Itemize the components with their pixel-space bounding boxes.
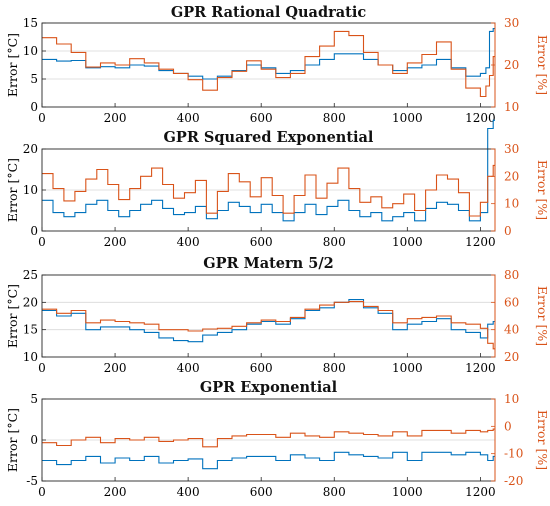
x-tick-label: 200	[104, 111, 127, 125]
chart-panel-1: 0 200 400 600 800 1000 1200 0 5 10 15 10 20 30 GPR Rat…	[5, 4, 550, 125]
y-tick-label-right: 0	[504, 419, 512, 433]
y-tick-label-left: 10	[23, 44, 38, 58]
y-axis-label-left: Error [°C]	[5, 158, 20, 222]
y-axis-label-right: Error [%]	[535, 35, 550, 95]
series-line-error-pct	[42, 428, 495, 448]
y-tick-label-right: 10	[504, 392, 519, 406]
x-tick-label: 800	[323, 361, 346, 375]
x-tick-label: 200	[104, 361, 127, 375]
y-tick-label-right: 20	[504, 58, 519, 72]
y-tick-label-right: 10	[504, 197, 519, 211]
x-tick-label: 800	[323, 111, 346, 125]
chart-title: GPR Matern 5/2	[203, 255, 333, 272]
y-tick-label-left: 10	[23, 350, 38, 364]
y-tick-label-left: 25	[23, 268, 38, 282]
x-tick-label: 0	[38, 111, 46, 125]
series-line-error-pct	[42, 30, 495, 98]
x-tick-label: 400	[177, 361, 200, 375]
x-tick-label: 400	[177, 485, 200, 499]
x-tick-label: 1000	[392, 235, 423, 249]
x-tick-label: 400	[177, 111, 200, 125]
series-line-error-c	[42, 451, 495, 470]
series-line-error-c	[42, 119, 495, 222]
y-tick-label-left: -5	[26, 474, 38, 488]
y-axis-label-left: Error [°C]	[5, 284, 20, 348]
y-tick-label-left: 10	[23, 183, 38, 197]
y-axis-label-left: Error [°C]	[5, 408, 20, 472]
y-tick-label-right: 40	[504, 323, 519, 337]
x-tick-label: 600	[250, 111, 273, 125]
series-line-error-c	[42, 299, 495, 343]
y-tick-label-left: 0	[30, 100, 38, 114]
x-tick-label: 400	[177, 235, 200, 249]
y-axis-label-right: Error [%]	[535, 410, 550, 470]
y-axis-label-right: Error [%]	[535, 160, 550, 220]
y-tick-label-left: 20	[23, 142, 38, 156]
plot-frame	[41, 274, 496, 358]
chart-panel-3: 0 200 400 600 800 1000 1200 10 15 20 25 20 40 60 80 GPR…	[5, 255, 550, 375]
y-tick-label-right: 0	[504, 224, 512, 238]
y-tick-label-right: 20	[504, 350, 519, 364]
x-tick-label: 600	[250, 361, 273, 375]
y-tick-label-left: 0	[30, 433, 38, 447]
y-tick-label-right: 30	[504, 16, 519, 30]
series-line-error-pct	[42, 301, 495, 350]
x-tick-label: 600	[250, 485, 273, 499]
x-tick-label: 0	[38, 485, 46, 499]
x-tick-label: 0	[38, 361, 46, 375]
x-tick-label: 800	[323, 485, 346, 499]
series-line-error-c	[42, 28, 495, 80]
x-tick-label: 1000	[392, 111, 423, 125]
y-axis-label-right: Error [%]	[535, 286, 550, 346]
y-tick-label-right: 20	[504, 169, 519, 183]
x-tick-label: 1000	[392, 485, 423, 499]
y-tick-label-right: 60	[504, 295, 519, 309]
y-axis-label-left: Error [°C]	[5, 33, 20, 97]
y-tick-label-left: 0	[30, 224, 38, 238]
x-tick-label: 1200	[465, 485, 496, 499]
x-tick-label: 1200	[465, 361, 496, 375]
x-tick-label: 600	[250, 235, 273, 249]
chart-title: GPR Rational Quadratic	[171, 4, 366, 21]
y-tick-label-right: 80	[504, 268, 519, 282]
x-tick-label: 800	[323, 235, 346, 249]
x-tick-label: 1200	[465, 111, 496, 125]
chart-title: GPR Squared Exponential	[164, 129, 374, 146]
chart-title: GPR Exponential	[200, 379, 338, 396]
y-tick-label-right: 10	[504, 100, 519, 114]
y-tick-label-right: -20	[504, 474, 523, 488]
series-line-error-pct	[42, 164, 495, 217]
x-tick-label: 200	[104, 235, 127, 249]
y-tick-label-left: 20	[23, 295, 38, 309]
y-tick-label-right: -10	[504, 447, 523, 461]
x-tick-label: 0	[38, 235, 46, 249]
x-tick-label: 1200	[465, 235, 496, 249]
y-tick-label-right: 30	[504, 142, 519, 156]
y-tick-label-left: 5	[30, 72, 38, 86]
y-tick-label-left: 15	[23, 323, 38, 337]
y-tick-label-left: 5	[30, 392, 38, 406]
x-tick-label: 200	[104, 485, 127, 499]
x-tick-label: 1000	[392, 361, 423, 375]
y-tick-label-left: 15	[23, 16, 38, 30]
